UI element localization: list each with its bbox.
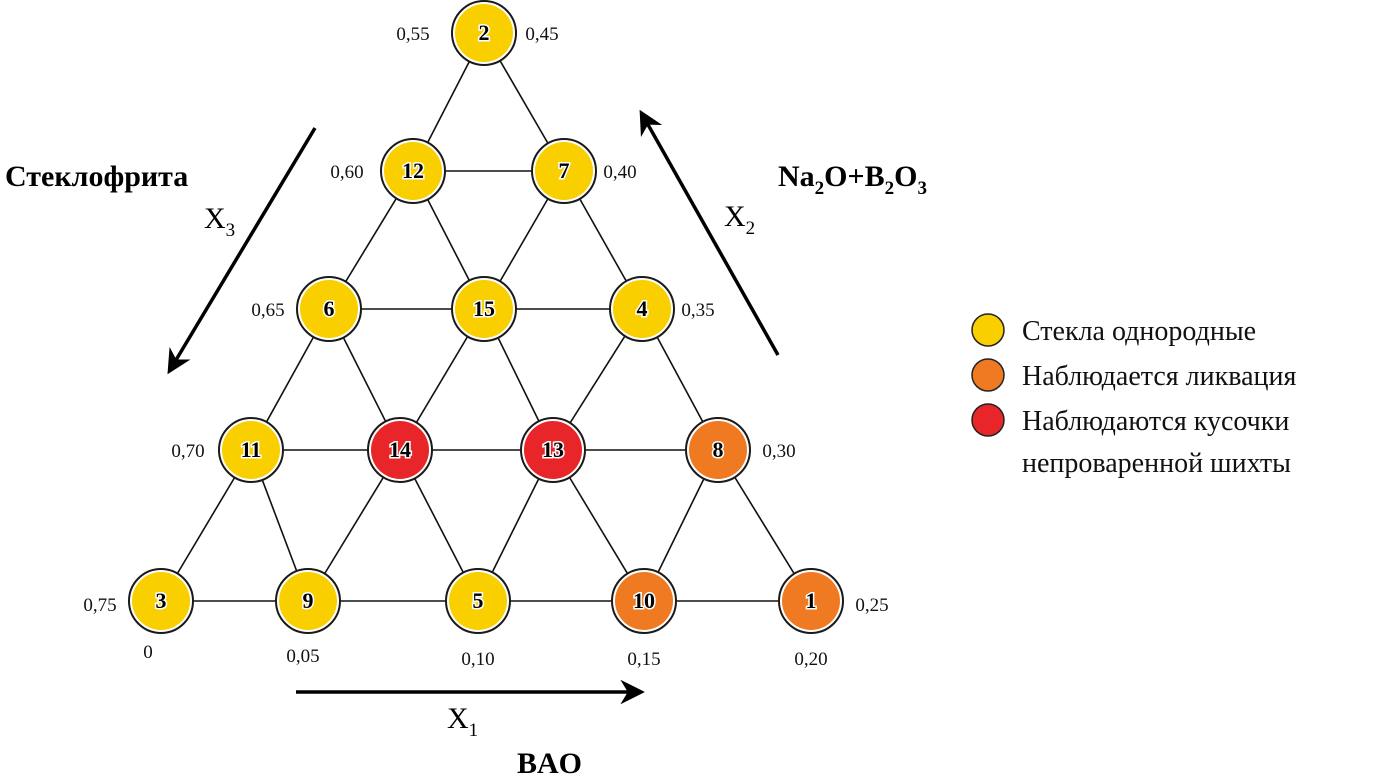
point-homogeneous-marker [455, 4, 513, 62]
point-number: 10 [633, 588, 655, 613]
point-13: 13 [520, 417, 586, 483]
legend-marker [971, 358, 1005, 392]
x3-tick-label: 0,65 [251, 300, 284, 321]
point-1: 1 [778, 568, 844, 634]
point-9: 9 [275, 568, 341, 634]
x3-symbol: X3 [204, 202, 235, 241]
x2-symbol: X2 [724, 200, 755, 239]
x2-tick-label: 0,40 [603, 162, 636, 183]
x1-tick-label: 0,15 [627, 649, 660, 670]
point-homogeneous-marker [449, 572, 507, 630]
point-number: 12 [402, 158, 424, 183]
x1-tick-label: 0,05 [286, 646, 319, 667]
legend-label: Наблюдается ликвация [1022, 361, 1296, 392]
point-number: 7 [559, 158, 570, 183]
point-number: 14 [389, 437, 411, 462]
point-number: 13 [542, 437, 564, 462]
legend-item-homogeneous: Стекла однородные [971, 313, 1256, 347]
x3-arrow [167, 127, 317, 375]
point-number: 2 [479, 20, 490, 45]
point-2: 2 [451, 0, 517, 66]
legend-marker [971, 403, 1005, 437]
point-number: 5 [473, 588, 484, 613]
point-homogeneous-marker [300, 280, 358, 338]
legend-item-unmelted: Наблюдаются кусочки непроваренной шихты [971, 403, 1291, 479]
point-7: 7 [531, 138, 597, 204]
point-number: 3 [156, 588, 167, 613]
legend-label: Стекла однородные [1022, 316, 1256, 347]
x1-tick-label: 0 [143, 642, 153, 663]
point-12: 12 [380, 138, 446, 204]
point-homogeneous-marker [279, 572, 337, 630]
x3-tick-label: 0,60 [330, 162, 363, 183]
point-5: 5 [445, 568, 511, 634]
point-homogeneous-marker [222, 421, 280, 479]
x1-tick-label: 0,10 [461, 649, 494, 670]
point-10: 10 [611, 568, 677, 634]
point-number: 15 [473, 296, 495, 321]
point-6: 6 [296, 276, 362, 342]
point-liquation-marker [615, 572, 673, 630]
x3-tick-label: 0,55 [396, 24, 429, 45]
x2-arrow [639, 109, 780, 356]
point-number: 9 [303, 588, 314, 613]
x1-symbol: X1 [447, 702, 478, 741]
x2-tick-label: 0,35 [681, 300, 714, 321]
point-number: 4 [637, 296, 648, 321]
point-liquation-marker [782, 572, 840, 630]
point-4: 4 [609, 276, 675, 342]
point-15: 15 [451, 276, 517, 342]
point-homogeneous-marker [384, 142, 442, 200]
legend-marker [971, 313, 1005, 347]
x2-tick-label: 0,25 [855, 595, 888, 616]
point-number: 1 [806, 588, 817, 613]
x3-tick-label: 0,70 [171, 441, 204, 462]
point-3: 3 [128, 568, 194, 634]
x2-tick-label: 0,45 [525, 24, 558, 45]
x2-component-label: Na2O+B2O3 [778, 160, 927, 199]
x3-tick-label: 0,75 [83, 595, 116, 616]
point-number: 6 [324, 296, 335, 321]
x3-component-label: Стеклофрита [5, 160, 188, 193]
point-11: 11 [218, 417, 284, 483]
x1-component-label: BAO [517, 747, 582, 780]
point-8: 8 [685, 417, 751, 483]
composition-points: 2 12 7 6 15 4 11 14 13 8 3 9 5 10 1 [128, 0, 844, 634]
point-liquation-marker [689, 421, 747, 479]
point-number: 11 [241, 437, 262, 462]
x1-tick-label: 0,20 [794, 649, 827, 670]
legend-label: Наблюдаются кусочки [1022, 406, 1289, 437]
point-14: 14 [367, 417, 433, 483]
point-unmelted-marker [371, 421, 429, 479]
legend-label: непроваренной шихты [1022, 448, 1291, 479]
point-unmelted-marker [524, 421, 582, 479]
axis-tick-labels: 0,55 0,60 0,65 0,70 0,75 0,45 0,40 0,35 0,30 0,25… [83, 24, 888, 670]
x2-tick-label: 0,30 [762, 441, 795, 462]
point-homogeneous-marker [455, 280, 513, 338]
legend: Стекла однородные Наблюдается ликвация Наб… [971, 313, 1296, 479]
legend-item-liquation: Наблюдается ликвация [971, 358, 1296, 392]
point-homogeneous-marker [613, 280, 671, 338]
point-homogeneous-marker [535, 142, 593, 200]
point-number: 8 [713, 437, 724, 462]
point-homogeneous-marker [132, 572, 190, 630]
